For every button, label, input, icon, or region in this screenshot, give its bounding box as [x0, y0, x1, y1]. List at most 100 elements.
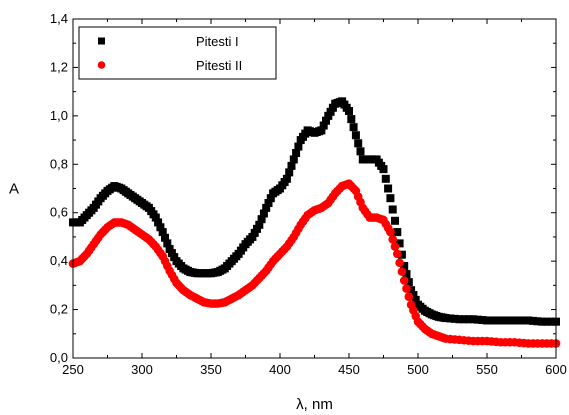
marker [492, 316, 501, 325]
marker [292, 148, 301, 157]
data-point [441, 314, 450, 323]
data-point [386, 194, 395, 203]
marker [402, 284, 411, 293]
x-tick-label: 350 [200, 362, 222, 377]
marker [478, 316, 487, 325]
marker [397, 267, 407, 276]
marker [170, 253, 179, 262]
marker [163, 239, 172, 248]
data-point [317, 126, 326, 135]
marker [253, 224, 261, 233]
marker [533, 317, 542, 326]
marker [326, 107, 335, 116]
data-point [282, 174, 291, 183]
y-tick-labels: 0,0 0,2 0,4 0,6 0,8 1,0 1,2 1,4 [50, 11, 68, 365]
data-point [165, 245, 174, 254]
marker [349, 123, 358, 132]
y-axis-label: A [9, 181, 19, 198]
marker [388, 205, 397, 214]
data-point [496, 316, 505, 325]
data-point [393, 249, 402, 259]
legend: Pitesti I Pitesti II [78, 26, 277, 80]
data-point [399, 276, 409, 285]
x-tick-labels: 250 300 350 400 450 500 550 600 [62, 362, 567, 377]
marker [402, 270, 411, 279]
marker [257, 215, 266, 224]
marker [319, 121, 328, 130]
legend-label: Pitesti II [196, 58, 242, 73]
legend-label: Pitesti I [196, 34, 239, 49]
marker [322, 116, 330, 125]
marker [501, 316, 510, 325]
y-tick-label: 1,2 [50, 59, 68, 74]
marker [328, 103, 337, 112]
marker [397, 250, 406, 259]
marker [391, 216, 399, 225]
data-point [324, 111, 333, 120]
y-tick-label: 1,0 [50, 108, 68, 123]
marker [395, 239, 404, 248]
x-tick-label: 600 [545, 362, 567, 377]
data-point [407, 286, 416, 295]
marker [411, 295, 420, 304]
data-point [400, 261, 409, 270]
marker [519, 316, 528, 325]
marker [154, 218, 163, 227]
x-tick-label: 450 [338, 362, 360, 377]
marker [506, 316, 514, 325]
y-tick-label: 0,8 [50, 156, 68, 171]
data-point [455, 315, 464, 324]
data-point [151, 213, 160, 222]
y-tick-label: 0,6 [50, 205, 68, 220]
marker [384, 184, 393, 193]
marker [487, 316, 496, 325]
y-tick-label: 0,4 [50, 253, 68, 268]
series-2 [68, 179, 561, 348]
y-tick-label: 0,0 [50, 350, 68, 365]
y-tick-label: 1,4 [50, 11, 68, 26]
marker [161, 233, 169, 242]
x-tick-label: 250 [62, 362, 84, 377]
marker [390, 242, 400, 251]
x-tick-label: 300 [131, 362, 153, 377]
data-point [538, 317, 547, 326]
data-point [483, 316, 491, 325]
x-axis-label: λ, nm [296, 396, 333, 413]
marker [395, 258, 404, 268]
marker [167, 249, 176, 258]
marker [294, 142, 303, 151]
marker [356, 147, 365, 156]
marker [287, 161, 296, 170]
plot-frame [72, 18, 557, 359]
marker [409, 291, 418, 300]
legend-marker [98, 37, 105, 45]
data-point [386, 227, 395, 237]
marker [515, 316, 524, 325]
x-tick-label: 500 [407, 362, 429, 377]
marker [264, 199, 273, 208]
data-point [524, 316, 533, 325]
marker [473, 315, 482, 324]
data-point [469, 315, 478, 324]
x-tick-label: 400 [269, 362, 291, 377]
marker [460, 315, 468, 324]
data-point [158, 228, 167, 237]
data-point [289, 155, 298, 164]
marker [542, 317, 551, 326]
data-point [255, 220, 264, 229]
marker [388, 235, 398, 244]
marker [266, 194, 275, 203]
marker [446, 314, 455, 323]
legend-marker [97, 61, 106, 69]
data-point [345, 107, 353, 116]
data-point [379, 165, 388, 174]
data-point [393, 228, 402, 237]
x-tick-label: 550 [476, 362, 498, 377]
data-point [262, 203, 271, 212]
series-1 [69, 97, 560, 326]
marker [285, 168, 294, 177]
marker [156, 223, 165, 232]
marker [547, 317, 556, 326]
marker [404, 292, 414, 301]
